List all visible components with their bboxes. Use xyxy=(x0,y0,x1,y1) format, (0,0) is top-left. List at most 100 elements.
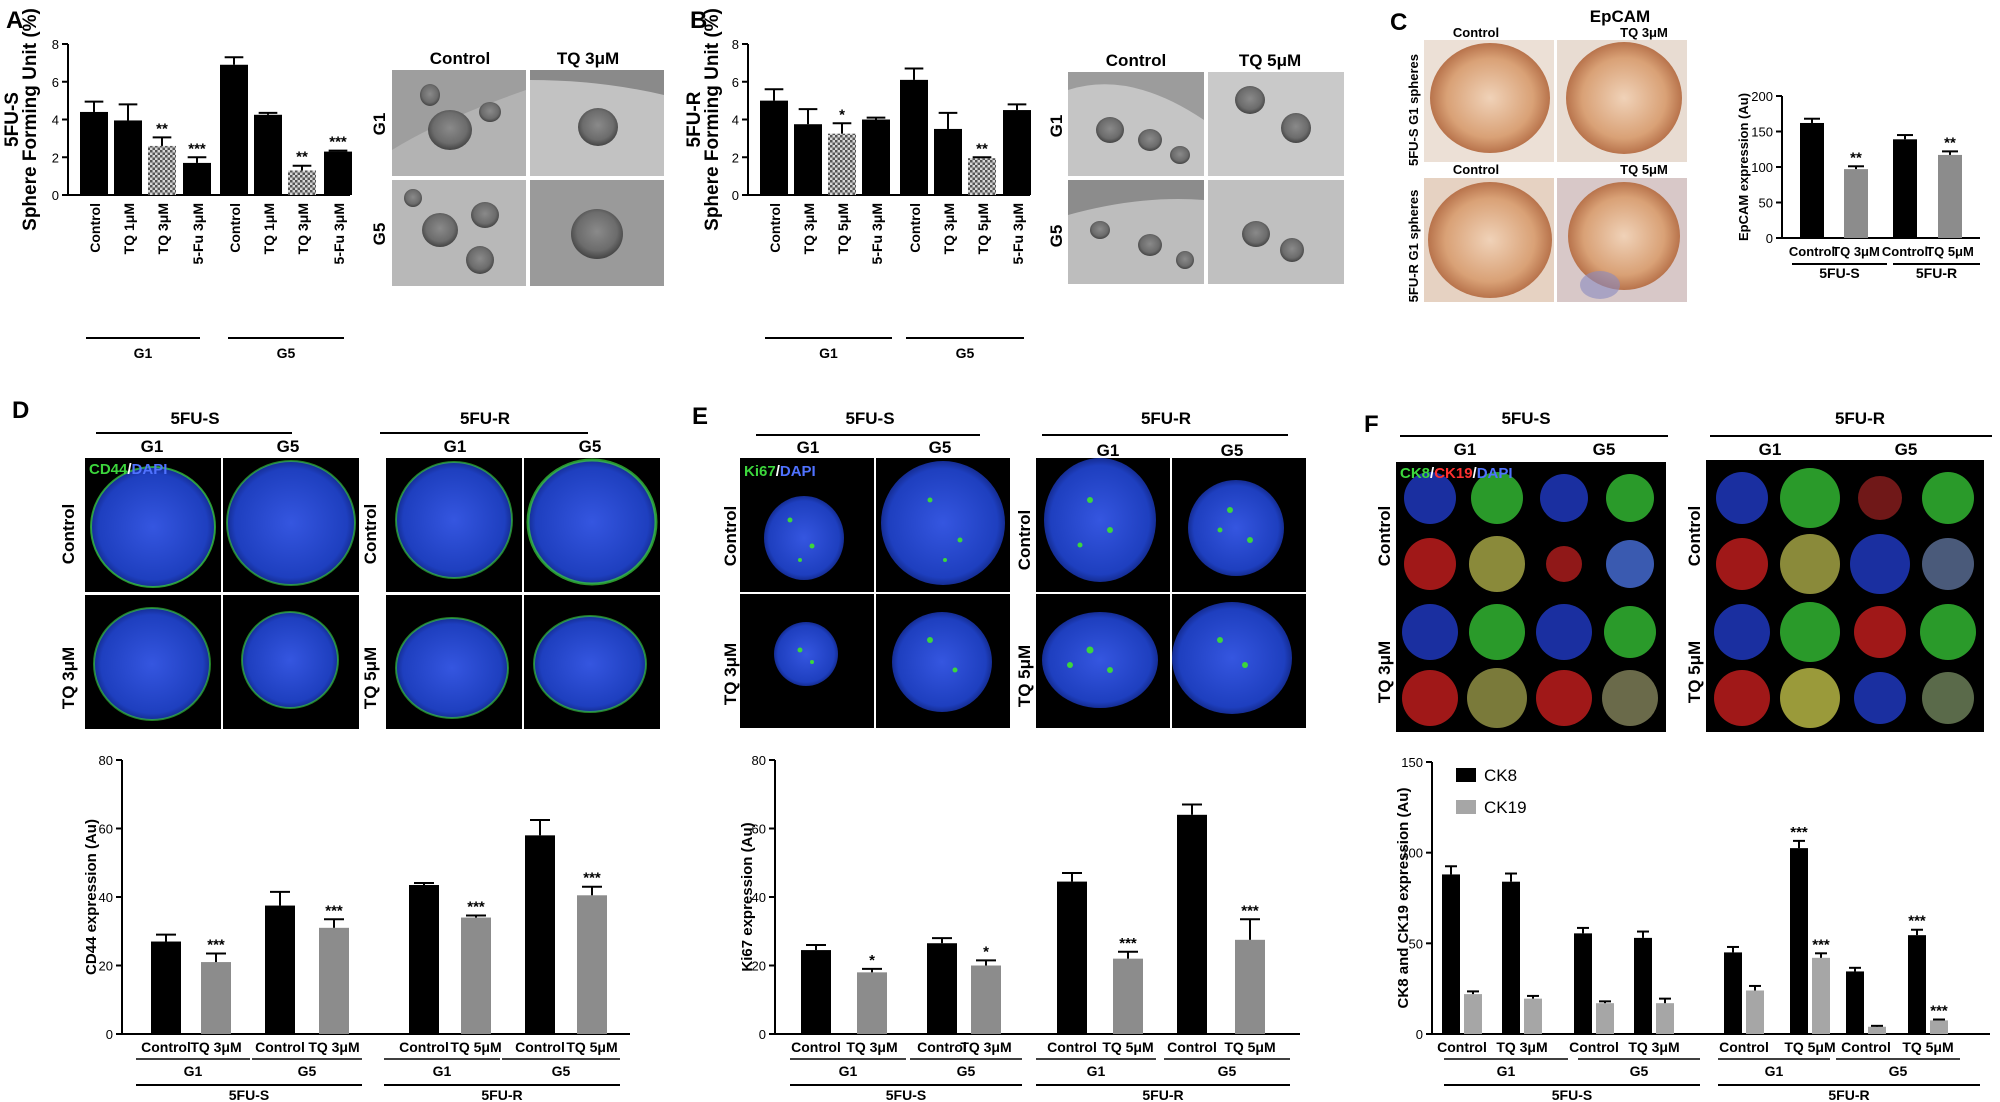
y-tick-label: 0 xyxy=(1766,231,1773,246)
x-tick-label: TQ 5μM xyxy=(450,1039,501,1055)
y-axis-label: Sphere Forming Unit (%) xyxy=(20,8,41,231)
panel-e-confocal: 5FU-S 5FU-R G1 G5 G1 G5 Control TQ 3μM C… xyxy=(721,409,1306,728)
subgroup-label: G5 xyxy=(552,1063,571,1079)
y-axis-label-line1: 5FU-S xyxy=(2,92,23,147)
panel-d-row-tq-right: TQ 5μM xyxy=(361,647,380,709)
bar xyxy=(324,151,352,195)
y-tick-label: 40 xyxy=(99,890,113,905)
bar-ck19 xyxy=(1596,1003,1614,1034)
subgroup-label: G5 xyxy=(298,1063,317,1079)
significance-marker: *** xyxy=(1930,1002,1948,1019)
panel-a-header-tq: TQ 3μM xyxy=(557,49,619,68)
bar xyxy=(1003,110,1031,195)
panel-f-sub-g1b: G1 xyxy=(1759,440,1782,459)
significance-marker: ** xyxy=(1850,149,1862,166)
legend-swatch xyxy=(1456,800,1476,814)
subgroup-label: G5 xyxy=(957,1063,976,1079)
group-label: 5FU-S xyxy=(1819,265,1859,281)
y-tick-label: 50 xyxy=(1409,936,1423,951)
bar xyxy=(862,119,890,195)
bar xyxy=(968,158,996,195)
x-tick-label: TQ 1μM xyxy=(261,203,277,254)
bar xyxy=(409,885,439,1034)
x-tick-label: TQ 5μM xyxy=(566,1039,617,1055)
x-tick-label: Control xyxy=(767,203,783,253)
bar xyxy=(265,905,295,1034)
subgroup-label: G1 xyxy=(1765,1063,1784,1079)
bar-ck8 xyxy=(1442,874,1460,1034)
subgroup-label: G1 xyxy=(839,1063,858,1079)
bar xyxy=(927,943,957,1034)
panel-c-row-5fur: 5FU-R G1 spheres xyxy=(1406,190,1421,303)
bar xyxy=(288,170,316,195)
x-tick-label: TQ 5μM xyxy=(1102,1039,1153,1055)
y-tick-label: 20 xyxy=(99,959,113,974)
panel-d-confocal: 5FU-S 5FU-R G1 G5 G1 G5 Control TQ 3μM C… xyxy=(59,409,660,729)
y-tick-label: 50 xyxy=(1759,196,1773,211)
y-tick-label: 6 xyxy=(52,75,59,90)
bar-ck8 xyxy=(1724,952,1742,1034)
bar-ck19 xyxy=(1930,1020,1948,1034)
x-tick-label: Control xyxy=(1841,1039,1891,1055)
x-tick-label: Control xyxy=(1569,1039,1619,1055)
y-tick-label: 200 xyxy=(1751,89,1773,104)
panel-e-group-5fur: 5FU-R xyxy=(1141,409,1191,428)
x-tick-label: TQ 5μM xyxy=(1902,1039,1953,1055)
bar xyxy=(1235,939,1265,1034)
x-tick-label: Control xyxy=(1719,1039,1769,1055)
x-tick-label: TQ 3μM xyxy=(941,203,957,254)
panel-b-header-control: Control xyxy=(1106,51,1166,70)
chart-f: 0 50 100 150 CK8 and CK19 expression (Au) ***… xyxy=(1395,755,1990,1102)
y-tick-label: 0 xyxy=(106,1027,113,1042)
x-tick-label: Control xyxy=(1047,1039,1097,1055)
panel-d-sub-g5b: G5 xyxy=(579,437,602,456)
group-label: 5FU-R xyxy=(1916,265,1957,281)
group-label: 5FU-R xyxy=(481,1087,522,1102)
y-axis-label-line1: 5FU-R xyxy=(684,91,705,147)
bar xyxy=(828,133,856,195)
y-tick-label: 80 xyxy=(99,753,113,768)
group-label: 5FU-S xyxy=(229,1087,269,1102)
group-label: G1 xyxy=(819,345,838,361)
x-tick-label: Control xyxy=(917,1039,967,1055)
significance-marker: ** xyxy=(976,140,988,157)
panel-e-sub-g1a: G1 xyxy=(797,438,820,457)
panel-f-confocal: 5FU-S 5FU-R G1 G5 G1 G5 Control TQ 3μM C… xyxy=(1375,409,1992,732)
y-tick-label: 0 xyxy=(1416,1027,1423,1042)
chart-d: 0 20 40 60 80 CD44 expression (Au) *** *** *** **… xyxy=(83,753,630,1102)
bar xyxy=(1177,814,1207,1034)
bar xyxy=(151,941,181,1034)
significance-marker: *** xyxy=(1812,936,1830,953)
x-tick-label: TQ 5μM xyxy=(1926,244,1974,259)
x-tick-label: TQ 3μM xyxy=(308,1039,359,1055)
panel-f-sub-g5a: G5 xyxy=(1593,440,1616,459)
bar xyxy=(971,965,1001,1034)
panel-c-bottom-header-control: Control xyxy=(1453,162,1499,177)
panel-d-sub-g1b: G1 xyxy=(444,437,467,456)
y-tick-label: 0 xyxy=(759,1027,766,1042)
significance-marker: *** xyxy=(329,134,347,151)
panel-e-sub-g5a: G5 xyxy=(929,438,952,457)
y-tick-label: 8 xyxy=(732,37,739,52)
x-tick-label: 5-Fu 3μM xyxy=(331,203,347,264)
group-label: G1 xyxy=(134,345,153,361)
bar-ck8 xyxy=(1634,937,1652,1034)
panel-f-5fur-tiles xyxy=(1714,468,1976,728)
bar-ck8 xyxy=(1846,971,1864,1034)
panel-label-f: F xyxy=(1364,411,1379,438)
bar xyxy=(1893,139,1917,238)
legend-label: CK8 xyxy=(1484,766,1517,785)
panel-d-row-control-left: Control xyxy=(59,504,78,564)
bar xyxy=(1113,958,1143,1034)
x-tick-label: TQ 3μM xyxy=(960,1039,1011,1055)
panel-c-top-header-tq: TQ 3μM xyxy=(1620,25,1668,40)
y-axis-label: CK8 and CK19 expression (Au) xyxy=(1395,788,1412,1009)
panel-e-row-control-right: Control xyxy=(1015,510,1034,570)
y-tick-label: 40 xyxy=(752,890,766,905)
bar xyxy=(1938,154,1962,238)
x-tick-label: Control xyxy=(907,203,923,253)
x-tick-label: Control xyxy=(1882,244,1928,259)
x-tick-label: TQ 5μM xyxy=(1784,1039,1835,1055)
